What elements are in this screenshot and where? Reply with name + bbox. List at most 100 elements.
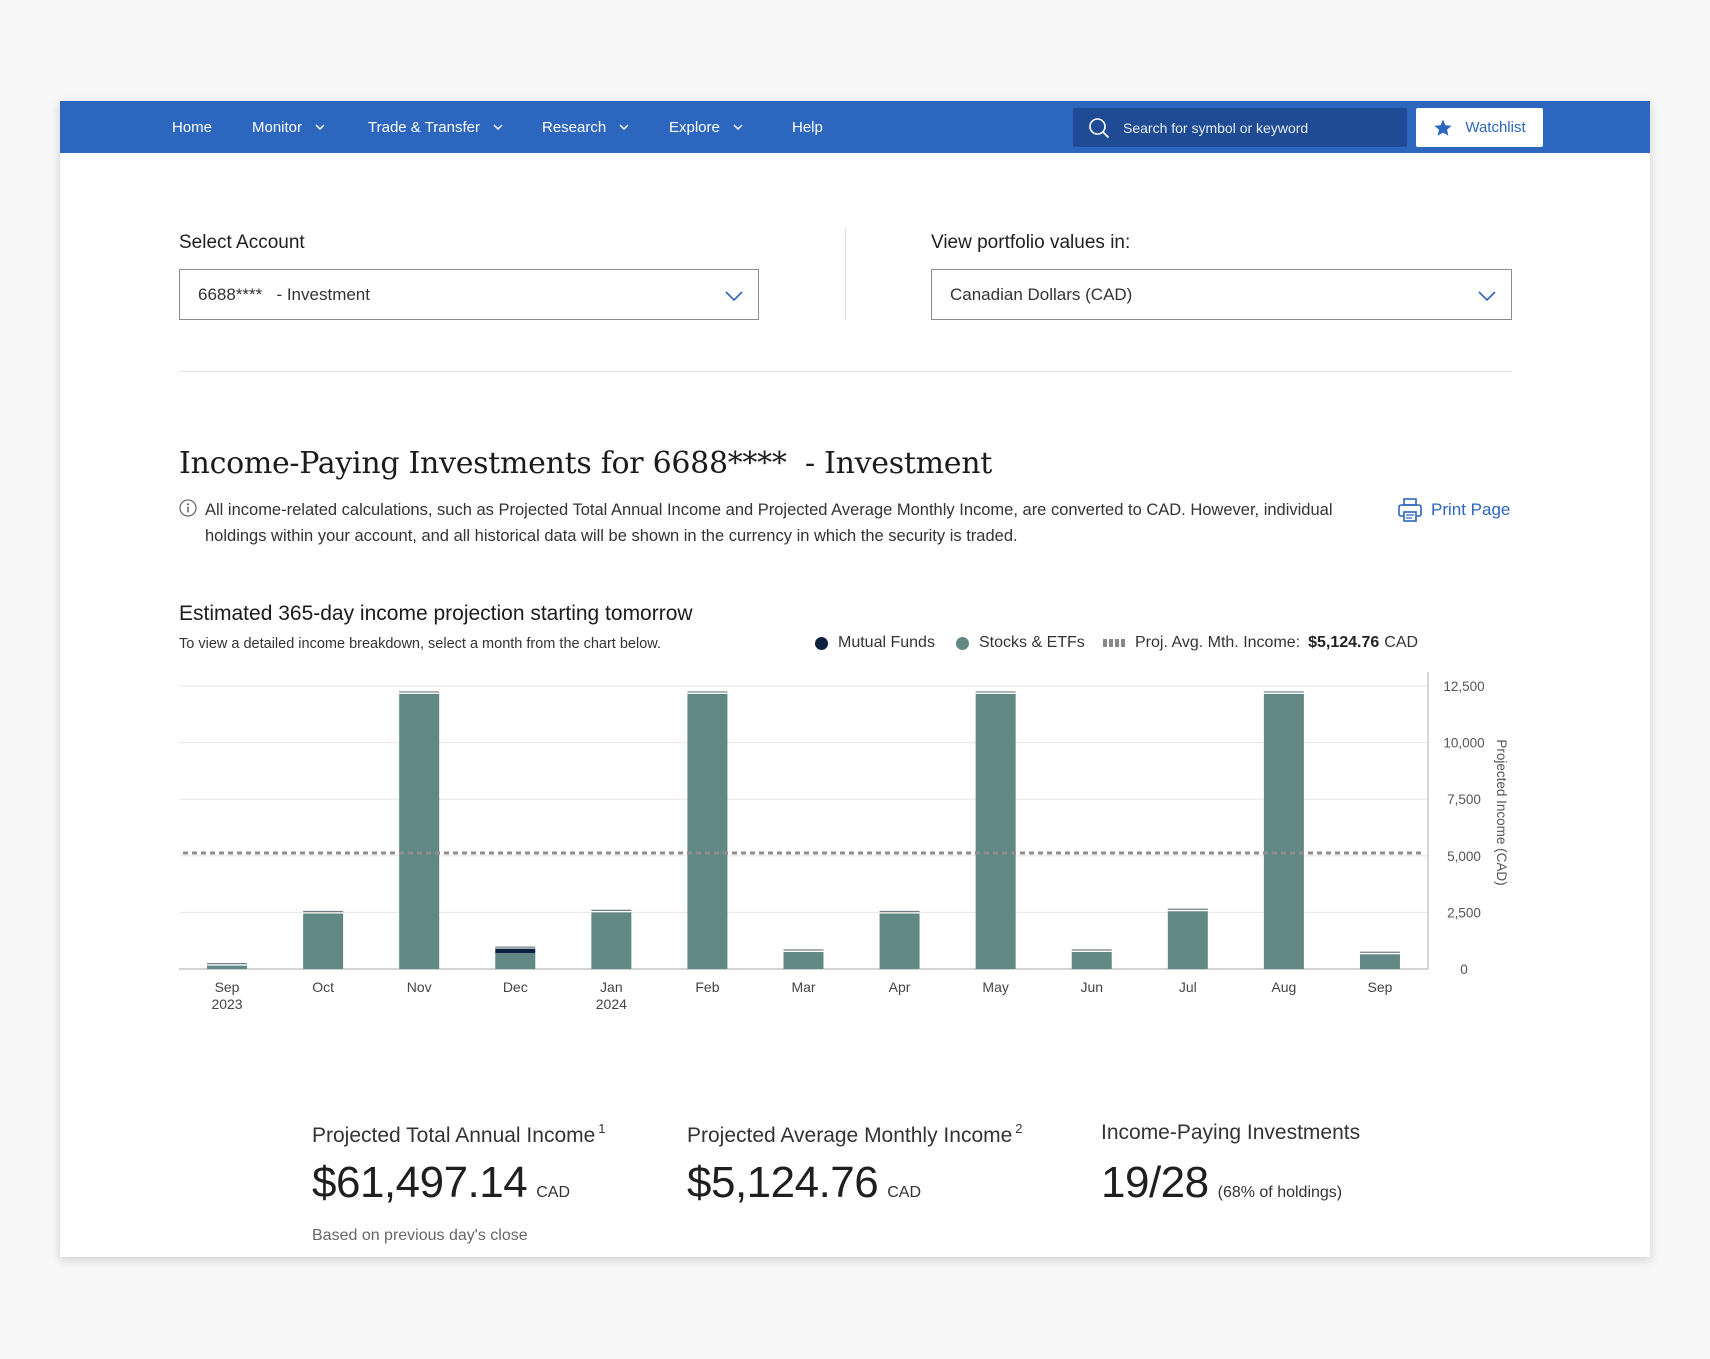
avg-income-label-text: Projected Average Monthly Income (687, 1124, 1013, 1147)
chevron-down-icon (619, 124, 629, 131)
select-account-label: Select Account (179, 232, 305, 253)
chevron-down-icon (315, 124, 325, 131)
chart-subtitle: To view a detailed income breakdown, sel… (179, 636, 661, 652)
x-tick-label: Feb (695, 979, 719, 995)
x-tick-label: Dec (503, 979, 528, 995)
app-window: Home Monitor Trade & Transfer Research E… (60, 101, 1650, 1257)
x-tick-label: Sep (1368, 979, 1393, 995)
nav-explore[interactable]: Explore (669, 101, 743, 153)
bar-stocks-etfs (783, 952, 824, 969)
legend-average-unit: CAD (1384, 634, 1419, 651)
account-select-value: 6688**** - Investment (198, 284, 370, 304)
chevron-down-icon (733, 124, 743, 131)
watchlist-button[interactable]: Watchlist (1416, 108, 1543, 147)
avg-income-amount: $5,124.76 (687, 1158, 879, 1207)
y-tick-label: 5,000 (1447, 849, 1481, 864)
bar-stocks-etfs (207, 965, 248, 969)
total-income-note: Based on previous day's close (312, 1227, 528, 1244)
avg-income-value: $5,124.76 CAD (687, 1158, 921, 1208)
account-select[interactable]: 6688**** - Investment (179, 269, 759, 320)
watchlist-label: Watchlist (1465, 119, 1526, 136)
star-icon (1434, 119, 1452, 136)
total-income-value: $61,497.14 CAD (312, 1158, 570, 1208)
nav-help-label: Help (792, 118, 823, 136)
nav-home[interactable]: Home (172, 101, 212, 153)
search-input[interactable] (1123, 119, 1393, 136)
chevron-down-icon (493, 124, 503, 131)
currency-select-value: Canadian Dollars (CAD) (950, 284, 1133, 304)
nav-research-label: Research (542, 118, 607, 136)
footnote-2[interactable]: 2 (1015, 1121, 1023, 1136)
x-tick-label: Aug (1271, 979, 1296, 995)
nav-trade-transfer[interactable]: Trade & Transfer (368, 101, 503, 153)
bar-mutual-funds (495, 948, 536, 954)
legend-average: Proj. Avg. Mth. Income: $5,124.76 CAD (1103, 634, 1418, 652)
nav-home-label: Home (172, 118, 213, 136)
legend-stocks-etfs-label: Stocks & ETFs (979, 634, 1085, 651)
print-page-label: Print Page (1431, 500, 1511, 519)
x-tick-label: Apr (889, 979, 911, 995)
print-page-link[interactable]: Print Page (1397, 497, 1510, 523)
x-tick-label: Jun (1080, 979, 1103, 995)
info-text: All income-related calculations, such as… (205, 501, 1333, 545)
nav-research[interactable]: Research (542, 101, 629, 153)
x-tick-label: May (982, 979, 1008, 995)
y-tick-label: 12,500 (1443, 679, 1484, 694)
x-tick-label: Sep (215, 979, 240, 995)
stocks-etfs-swatch (956, 636, 969, 650)
info-icon (179, 499, 197, 517)
total-income-amount: $61,497.14 (312, 1158, 528, 1207)
bar-stocks-etfs (879, 913, 920, 969)
avg-income-unit: CAD (887, 1184, 922, 1201)
income-investments-value: 19/28 (68% of holdings) (1101, 1158, 1342, 1208)
x-tick-label: Jan (600, 979, 623, 995)
legend-mutual-funds: Mutual Funds (815, 634, 935, 652)
total-income-label: Projected Total Annual Income 1 (312, 1121, 606, 1148)
legend-mutual-funds-label: Mutual Funds (838, 634, 935, 651)
search-box[interactable] (1073, 108, 1407, 147)
total-income-label-text: Projected Total Annual Income (312, 1124, 596, 1147)
bar-stocks-etfs (1263, 693, 1304, 969)
x-tick-label: Nov (407, 979, 432, 995)
legend-average-label: Proj. Avg. Mth. Income: (1135, 634, 1301, 651)
chart-title: Estimated 365-day income projection star… (179, 602, 693, 625)
y-axis-label: Projected Income (CAD) (1494, 739, 1509, 885)
search-icon (1089, 117, 1110, 138)
bar-stocks-etfs (1071, 952, 1112, 969)
chevron-down-icon (725, 291, 743, 302)
currency-label: View portfolio values in: (931, 232, 1131, 253)
bar-stocks-etfs (303, 913, 344, 969)
income-investments-label: Income-Paying Investments (1101, 1121, 1361, 1144)
nav-explore-label: Explore (669, 118, 720, 136)
x-tick-year-label: 2024 (596, 996, 627, 1012)
legend-stocks-etfs: Stocks & ETFs (956, 634, 1085, 652)
y-tick-label: 7,500 (1447, 792, 1481, 807)
bar-stocks-etfs (399, 693, 440, 969)
income-investments-detail: (68% of holdings) (1217, 1184, 1343, 1201)
top-nav: Home Monitor Trade & Transfer Research E… (60, 101, 1650, 153)
nav-monitor-label: Monitor (252, 118, 303, 136)
nav-help[interactable]: Help (792, 101, 823, 153)
bar-stocks-etfs (495, 953, 536, 969)
income-investments-count: 19/28 (1101, 1158, 1209, 1207)
nav-monitor[interactable]: Monitor (252, 101, 325, 153)
chevron-down-icon (1478, 291, 1496, 302)
dashed-line-icon (1103, 639, 1125, 647)
total-income-unit: CAD (536, 1184, 570, 1201)
footnote-1[interactable]: 1 (598, 1121, 606, 1136)
column-divider (845, 228, 846, 320)
mutual-funds-swatch (815, 636, 828, 650)
printer-icon (1398, 498, 1422, 522)
bar-stocks-etfs (1359, 954, 1400, 969)
legend-average-value: $5,124.76 (1308, 634, 1380, 651)
x-tick-label: Oct (312, 979, 334, 995)
y-tick-label: 2,500 (1447, 905, 1481, 920)
currency-select[interactable]: Canadian Dollars (CAD) (931, 269, 1512, 320)
income-projection-chart: 0 2,500 5,000 7,500 10,000 12,500 Projected In… (179, 672, 1509, 1012)
x-tick-label: Jul (1179, 979, 1197, 995)
page-title: Income-Paying Investments for 6688**** -… (179, 446, 992, 481)
x-tick-year-label: 2023 (211, 996, 242, 1012)
section-divider (179, 371, 1512, 372)
y-tick-label: 0 (1460, 962, 1468, 977)
bar-stocks-etfs (975, 693, 1016, 969)
